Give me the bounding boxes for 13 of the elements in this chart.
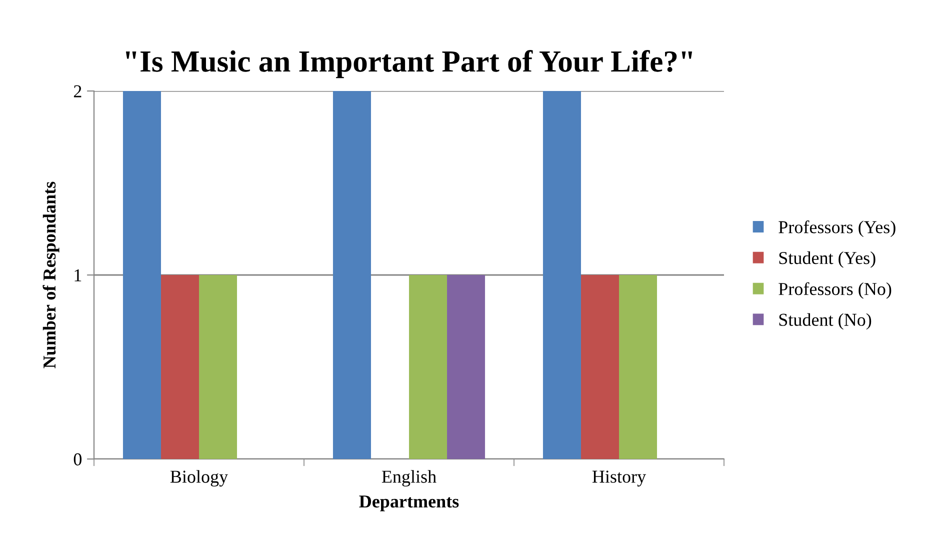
chart-title: "Is Music an Important Part of Your Life?": [126, 50, 692, 78]
legend-label: Professors (Yes): [778, 220, 896, 237]
legend-label: Professors (No): [778, 282, 892, 299]
legend-label: Student (Yes): [779, 251, 876, 268]
x-axis-title: Departments: [359, 496, 459, 512]
y-tick-label: 0: [74, 453, 82, 466]
x-tick-label: English: [382, 470, 436, 487]
y-tick-label: 1: [74, 269, 82, 282]
legend-label: Student (No): [779, 313, 872, 330]
y-tick-label: 2: [74, 85, 82, 98]
y-axis-title: Number of Respondants: [42, 182, 60, 368]
x-tick-label: Biology: [170, 470, 228, 487]
x-tick-label: History: [592, 470, 646, 486]
